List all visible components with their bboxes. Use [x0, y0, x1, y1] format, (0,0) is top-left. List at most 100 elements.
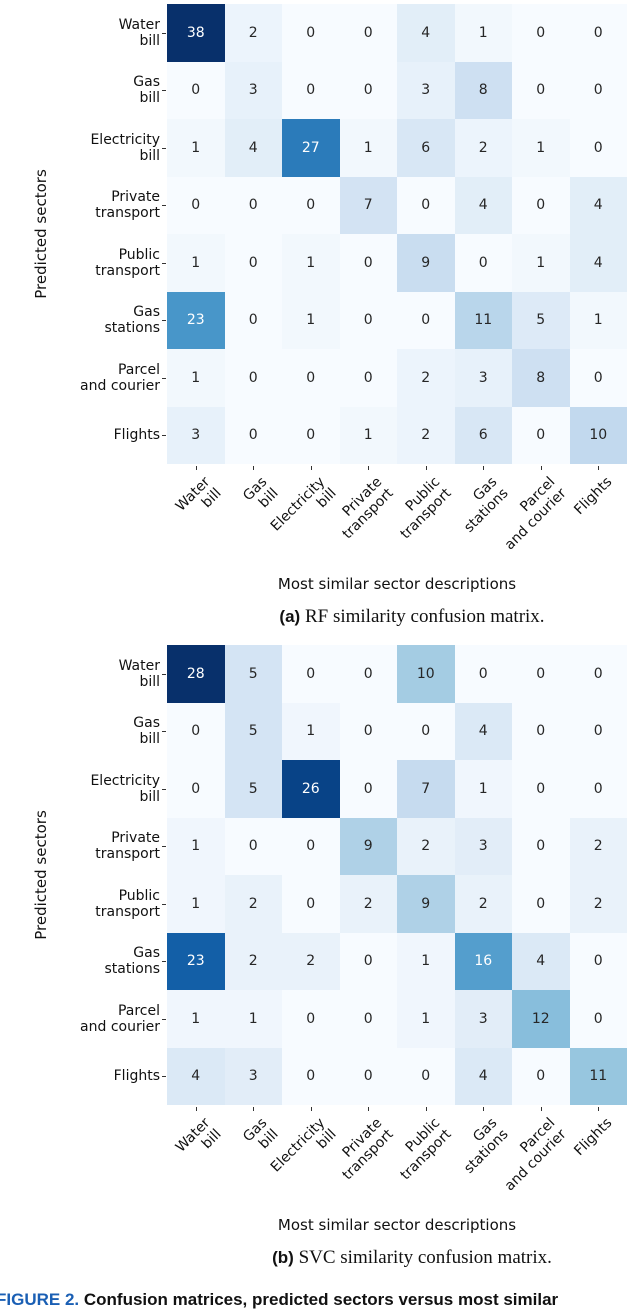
row-tick [162, 147, 166, 149]
heatmap-cell: 4 [454, 1047, 512, 1105]
heatmap-cell: 0 [512, 875, 570, 933]
row-label: Water bill [118, 657, 160, 690]
y-axis-label: Predicted sectors [32, 169, 50, 299]
panel-b: 28 5 0 0 10 0 0 0 0 5 1 0 0 4 0 0 0 5 26 0 7 1 0 0 1 0 0 9 2 3 0 2 1 2 0 2 9… [0, 641, 630, 1281]
caption-text: RF similarity confusion matrix. [304, 606, 545, 627]
row-label: Private transport [95, 189, 160, 222]
row-tick [162, 1018, 166, 1020]
heatmap-cell: 0 [512, 645, 570, 703]
col-tick [483, 1107, 485, 1111]
col-tick [425, 466, 427, 470]
heatmap-cell: 0 [282, 61, 340, 119]
heatmap-cell: 4 [454, 702, 512, 760]
col-tick [310, 466, 312, 470]
heatmap-cell: 10 [397, 645, 455, 703]
heatmap-cell: 3 [224, 61, 282, 119]
row-tick [162, 90, 166, 92]
row-tick [162, 320, 166, 322]
row-tick [162, 32, 166, 34]
heatmap-cell: 0 [569, 932, 627, 990]
row-label: Flights [113, 427, 160, 444]
heatmap-cell: 2 [397, 817, 455, 875]
figure-caption: FIGURE 2. Confusion matrices, predicted … [0, 1290, 558, 1310]
heatmap-cell: 0 [167, 760, 225, 818]
heatmap-cell: 0 [167, 176, 225, 234]
heatmap-cell: 1 [282, 291, 340, 349]
caption-label: (b) [272, 1248, 294, 1267]
heatmap-cell: 0 [397, 1047, 455, 1105]
col-tick [540, 466, 542, 470]
heatmap-cell: 26 [282, 760, 340, 818]
heatmap-cell: 0 [282, 406, 340, 464]
heatmap-cell: 0 [569, 760, 627, 818]
heatmap-cell: 0 [224, 817, 282, 875]
row-label: Water bill [118, 16, 160, 49]
heatmap-cell: 0 [339, 349, 397, 407]
heatmap-cell: 11 [569, 1047, 627, 1105]
col-tick [310, 1107, 312, 1111]
row-label: Gas stations [104, 304, 160, 337]
heatmap-cell: 4 [512, 932, 570, 990]
row-label: Parcel and courier [80, 361, 160, 394]
col-tick [368, 466, 370, 470]
row-label: Electricity bill [90, 772, 160, 805]
y-axis-label: Predicted sectors [32, 810, 50, 940]
heatmap-cell: 8 [512, 349, 570, 407]
heatmap-cell: 1 [397, 990, 455, 1048]
heatmap-cell: 5 [224, 645, 282, 703]
heatmap-cell: 0 [282, 1047, 340, 1105]
col-tick [253, 466, 255, 470]
heatmap-cell: 0 [569, 61, 627, 119]
heatmap-cell: 9 [339, 817, 397, 875]
heatmap-cell: 0 [512, 176, 570, 234]
heatmap-cell: 0 [339, 702, 397, 760]
col-tick [598, 1107, 600, 1111]
col-tick [540, 1107, 542, 1111]
row-tick [162, 846, 166, 848]
figure-caption-label: FIGURE 2. [0, 1290, 80, 1309]
heatmap-cell: 1 [339, 119, 397, 177]
row-label: Flights [113, 1068, 160, 1085]
heatmap-cell: 3 [224, 1047, 282, 1105]
heatmap-cell: 0 [569, 119, 627, 177]
heatmap-cell: 0 [339, 4, 397, 62]
col-tick [195, 466, 197, 470]
heatmap-cell: 0 [569, 349, 627, 407]
heatmap-cell: 6 [454, 406, 512, 464]
heatmap-cell: 11 [454, 291, 512, 349]
heatmap-cell: 0 [339, 291, 397, 349]
heatmap-cell: 16 [454, 932, 512, 990]
row-label: Electricity bill [90, 131, 160, 164]
heatmap-cell: 0 [569, 702, 627, 760]
row-tick [162, 731, 166, 733]
heatmap-cell: 1 [167, 817, 225, 875]
heatmap-cell: 4 [167, 1047, 225, 1105]
heatmap-cell: 3 [397, 61, 455, 119]
heatmap-cell: 1 [454, 4, 512, 62]
row-tick [162, 377, 166, 379]
col-tick [483, 466, 485, 470]
heatmap-grid: 28 5 0 0 10 0 0 0 0 5 1 0 0 4 0 0 0 5 26 0 7 1 0 0 1 0 0 9 2 3 0 2 1 2 0 2 9… [167, 645, 627, 1105]
subfigure-caption: (a) RF similarity confusion matrix. [279, 606, 544, 628]
heatmap-cell: 0 [224, 406, 282, 464]
heatmap-cell: 0 [569, 4, 627, 62]
heatmap-cell: 8 [454, 61, 512, 119]
heatmap-cell: 4 [454, 176, 512, 234]
caption-label: (a) [279, 607, 301, 626]
heatmap-cell: 2 [397, 406, 455, 464]
heatmap-cell: 1 [224, 990, 282, 1048]
row-tick [162, 435, 166, 437]
heatmap-cell: 4 [569, 176, 627, 234]
heatmap-cell: 3 [454, 817, 512, 875]
row-tick [162, 788, 166, 790]
heatmap-cell: 2 [569, 817, 627, 875]
heatmap-cell: 3 [167, 406, 225, 464]
heatmap-cell: 0 [282, 645, 340, 703]
heatmap-cell: 0 [512, 4, 570, 62]
row-label: Gas stations [104, 945, 160, 978]
heatmap-cell: 0 [224, 349, 282, 407]
heatmap-cell: 4 [397, 4, 455, 62]
heatmap-cell: 1 [167, 349, 225, 407]
heatmap-cell: 1 [167, 875, 225, 933]
heatmap-cell: 0 [569, 990, 627, 1048]
